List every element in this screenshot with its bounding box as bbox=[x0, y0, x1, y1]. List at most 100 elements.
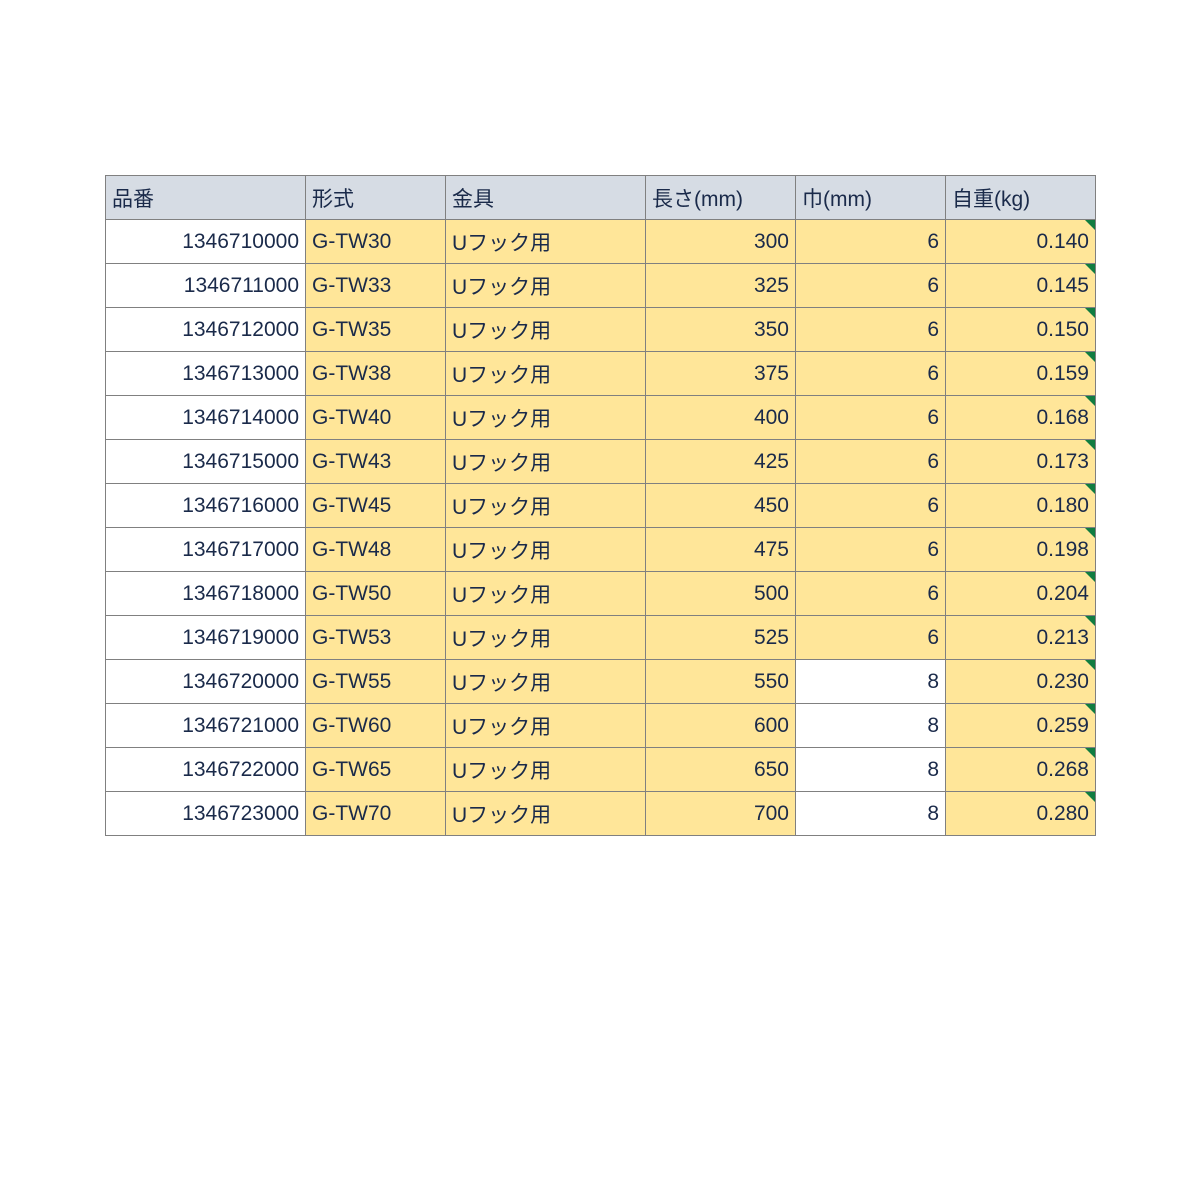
table-row: 1346714000G-TW40Uフック用40060.168 bbox=[106, 396, 1096, 440]
cell-weight: 0.180 bbox=[946, 484, 1096, 528]
col-header-length: 長さ(mm) bbox=[646, 176, 796, 220]
cell-code: 1346719000 bbox=[106, 616, 306, 660]
cell-fitting: Uフック用 bbox=[446, 616, 646, 660]
error-flag-icon bbox=[1085, 440, 1095, 450]
cell-model: G-TW40 bbox=[306, 396, 446, 440]
cell-weight: 0.198 bbox=[946, 528, 1096, 572]
cell-fitting: Uフック用 bbox=[446, 528, 646, 572]
spec-table: 品番形式金具長さ(mm)巾(mm)自重(kg) 1346710000G-TW30… bbox=[105, 175, 1096, 836]
cell-width: 6 bbox=[796, 616, 946, 660]
cell-code: 1346722000 bbox=[106, 748, 306, 792]
error-flag-icon bbox=[1085, 660, 1095, 670]
cell-weight: 0.259 bbox=[946, 704, 1096, 748]
cell-model: G-TW48 bbox=[306, 528, 446, 572]
cell-model: G-TW30 bbox=[306, 220, 446, 264]
error-flag-icon bbox=[1085, 264, 1095, 274]
cell-width: 6 bbox=[796, 484, 946, 528]
error-flag-icon bbox=[1085, 616, 1095, 626]
cell-length: 475 bbox=[646, 528, 796, 572]
cell-code: 1346716000 bbox=[106, 484, 306, 528]
cell-length: 450 bbox=[646, 484, 796, 528]
error-flag-icon bbox=[1085, 352, 1095, 362]
cell-width: 8 bbox=[796, 660, 946, 704]
cell-weight: 0.140 bbox=[946, 220, 1096, 264]
cell-width: 6 bbox=[796, 528, 946, 572]
cell-length: 425 bbox=[646, 440, 796, 484]
error-flag-icon bbox=[1085, 484, 1095, 494]
header-row: 品番形式金具長さ(mm)巾(mm)自重(kg) bbox=[106, 176, 1096, 220]
col-header-fitting: 金具 bbox=[446, 176, 646, 220]
cell-fitting: Uフック用 bbox=[446, 264, 646, 308]
cell-weight: 0.159 bbox=[946, 352, 1096, 396]
cell-width: 8 bbox=[796, 704, 946, 748]
error-flag-icon bbox=[1085, 572, 1095, 582]
cell-length: 325 bbox=[646, 264, 796, 308]
cell-fitting: Uフック用 bbox=[446, 396, 646, 440]
cell-code: 1346712000 bbox=[106, 308, 306, 352]
cell-length: 600 bbox=[646, 704, 796, 748]
error-flag-icon bbox=[1085, 748, 1095, 758]
cell-code: 1346711000 bbox=[106, 264, 306, 308]
cell-length: 350 bbox=[646, 308, 796, 352]
cell-model: G-TW38 bbox=[306, 352, 446, 396]
cell-fitting: Uフック用 bbox=[446, 660, 646, 704]
table-row: 1346719000G-TW53Uフック用52560.213 bbox=[106, 616, 1096, 660]
cell-model: G-TW55 bbox=[306, 660, 446, 704]
table-row: 1346713000G-TW38Uフック用37560.159 bbox=[106, 352, 1096, 396]
cell-fitting: Uフック用 bbox=[446, 704, 646, 748]
cell-length: 700 bbox=[646, 792, 796, 836]
table-row: 1346720000G-TW55Uフック用55080.230 bbox=[106, 660, 1096, 704]
cell-code: 1346717000 bbox=[106, 528, 306, 572]
cell-width: 6 bbox=[796, 352, 946, 396]
table-row: 1346711000G-TW33Uフック用32560.145 bbox=[106, 264, 1096, 308]
cell-fitting: Uフック用 bbox=[446, 220, 646, 264]
table-row: 1346717000G-TW48Uフック用47560.198 bbox=[106, 528, 1096, 572]
cell-model: G-TW70 bbox=[306, 792, 446, 836]
col-header-width: 巾(mm) bbox=[796, 176, 946, 220]
cell-fitting: Uフック用 bbox=[446, 352, 646, 396]
cell-length: 550 bbox=[646, 660, 796, 704]
cell-weight: 0.204 bbox=[946, 572, 1096, 616]
error-flag-icon bbox=[1085, 308, 1095, 318]
col-header-code: 品番 bbox=[106, 176, 306, 220]
table-row: 1346723000G-TW70Uフック用70080.280 bbox=[106, 792, 1096, 836]
col-header-model: 形式 bbox=[306, 176, 446, 220]
cell-weight: 0.213 bbox=[946, 616, 1096, 660]
cell-fitting: Uフック用 bbox=[446, 792, 646, 836]
cell-code: 1346714000 bbox=[106, 396, 306, 440]
table-row: 1346715000G-TW43Uフック用42560.173 bbox=[106, 440, 1096, 484]
cell-fitting: Uフック用 bbox=[446, 572, 646, 616]
cell-code: 1346723000 bbox=[106, 792, 306, 836]
cell-fitting: Uフック用 bbox=[446, 308, 646, 352]
error-flag-icon bbox=[1085, 528, 1095, 538]
cell-weight: 0.145 bbox=[946, 264, 1096, 308]
cell-length: 525 bbox=[646, 616, 796, 660]
spec-table-container: 品番形式金具長さ(mm)巾(mm)自重(kg) 1346710000G-TW30… bbox=[105, 175, 1095, 836]
cell-weight: 0.168 bbox=[946, 396, 1096, 440]
cell-weight: 0.150 bbox=[946, 308, 1096, 352]
cell-model: G-TW45 bbox=[306, 484, 446, 528]
cell-width: 6 bbox=[796, 264, 946, 308]
cell-code: 1346721000 bbox=[106, 704, 306, 748]
cell-width: 6 bbox=[796, 308, 946, 352]
cell-model: G-TW65 bbox=[306, 748, 446, 792]
error-flag-icon bbox=[1085, 792, 1095, 802]
cell-width: 8 bbox=[796, 748, 946, 792]
cell-weight: 0.268 bbox=[946, 748, 1096, 792]
error-flag-icon bbox=[1085, 220, 1095, 230]
cell-length: 375 bbox=[646, 352, 796, 396]
table-row: 1346716000G-TW45Uフック用45060.180 bbox=[106, 484, 1096, 528]
cell-model: G-TW53 bbox=[306, 616, 446, 660]
cell-length: 300 bbox=[646, 220, 796, 264]
cell-fitting: Uフック用 bbox=[446, 484, 646, 528]
cell-weight: 0.280 bbox=[946, 792, 1096, 836]
table-body: 1346710000G-TW30Uフック用30060.1401346711000… bbox=[106, 220, 1096, 836]
cell-code: 1346710000 bbox=[106, 220, 306, 264]
col-header-weight: 自重(kg) bbox=[946, 176, 1096, 220]
cell-width: 6 bbox=[796, 440, 946, 484]
cell-model: G-TW33 bbox=[306, 264, 446, 308]
cell-weight: 0.230 bbox=[946, 660, 1096, 704]
cell-model: G-TW43 bbox=[306, 440, 446, 484]
cell-length: 500 bbox=[646, 572, 796, 616]
cell-fitting: Uフック用 bbox=[446, 440, 646, 484]
